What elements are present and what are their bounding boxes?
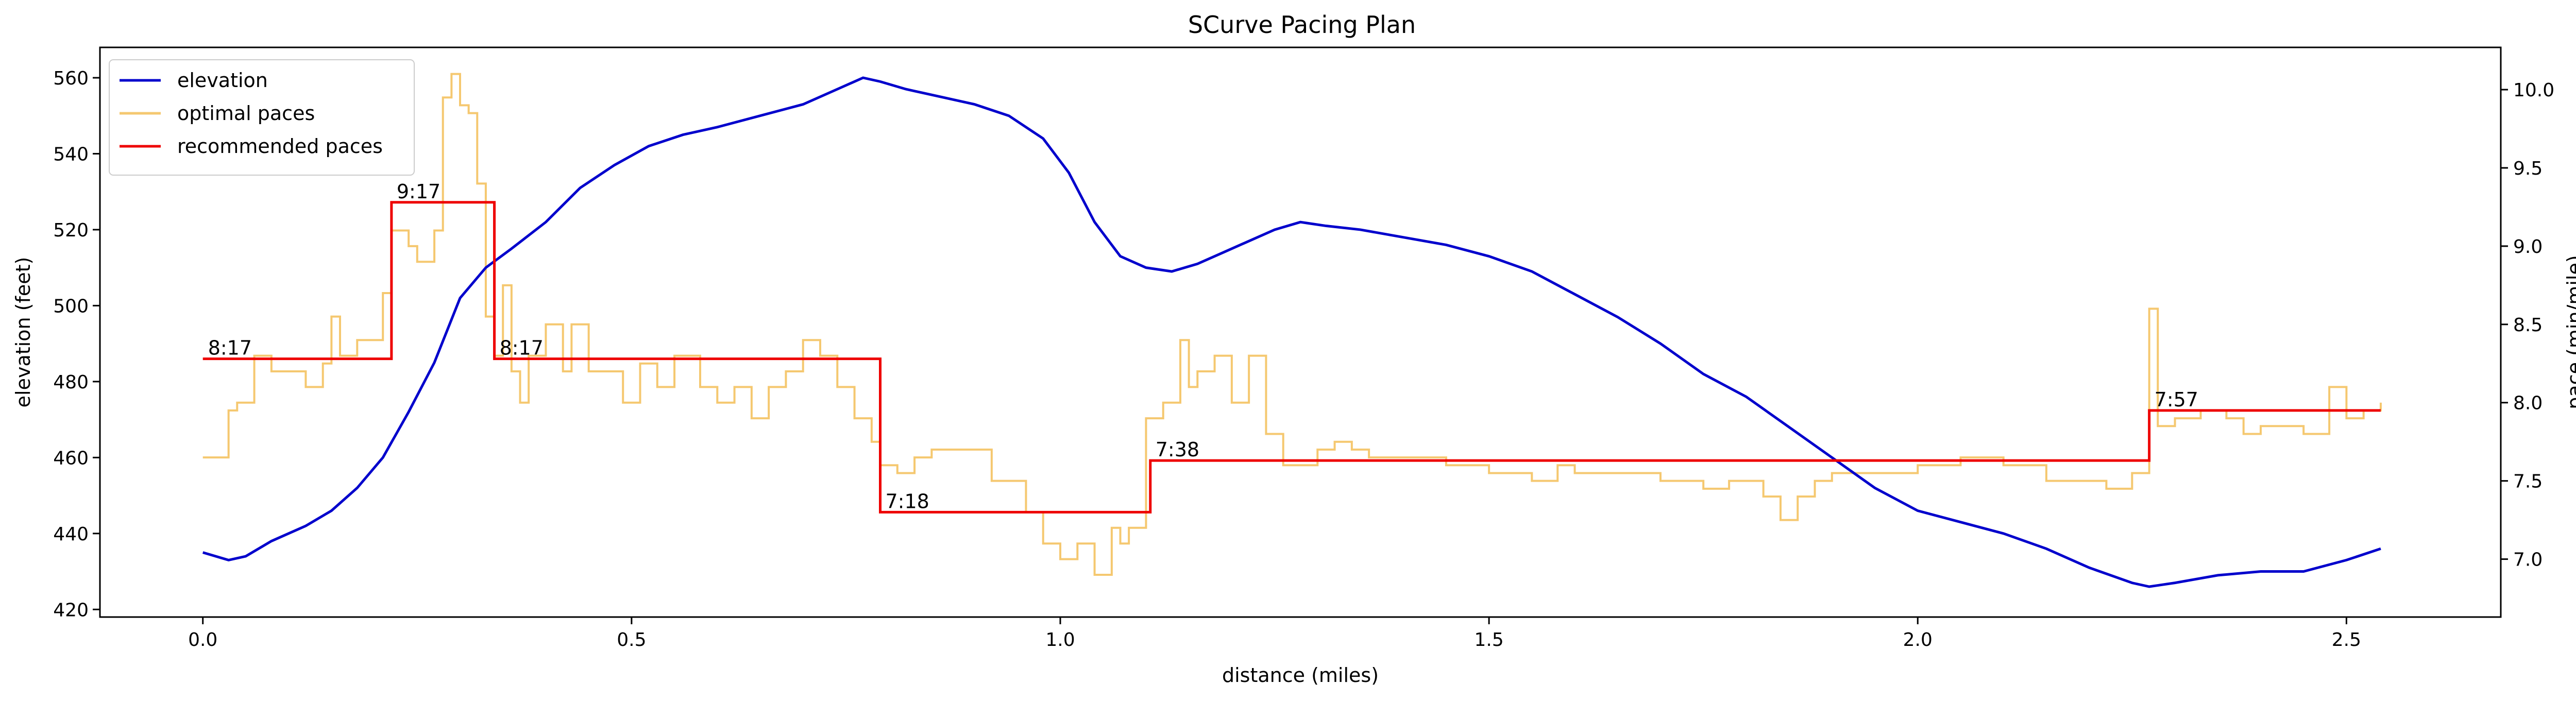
y-right-tick-label: 10.0 bbox=[2513, 80, 2554, 101]
pace-segment-label: 8:17 bbox=[500, 337, 544, 360]
plot-frame bbox=[99, 46, 2502, 618]
y-left-tick-label: 520 bbox=[53, 220, 89, 241]
y-right-tick-label: 8.0 bbox=[2513, 393, 2543, 414]
pace-segment-label: 9:17 bbox=[397, 180, 440, 203]
y-axis-left-label: elevation (feet) bbox=[12, 257, 35, 408]
optimal-paces-line bbox=[202, 73, 2382, 576]
x-tick-label: 0.5 bbox=[617, 629, 646, 651]
plot-area: 8:17 9:17 8:17 7:18 7:38 7:57 bbox=[99, 46, 2502, 618]
legend: elevation optimal paces recommended paces bbox=[109, 59, 415, 176]
y-left-tick-label: 500 bbox=[53, 296, 89, 317]
x-tick-label: 2.5 bbox=[2332, 629, 2361, 651]
x-tick-label: 1.5 bbox=[1475, 629, 1504, 651]
pace-segment-label: 7:38 bbox=[1156, 438, 1199, 461]
y-left-tick-label: 560 bbox=[53, 68, 89, 89]
y-left-tick-label: 460 bbox=[53, 448, 89, 469]
x-axis-label: distance (miles) bbox=[1222, 664, 1379, 687]
y-right-tick-label: 8.5 bbox=[2513, 315, 2543, 336]
pace-segment-label: 7:57 bbox=[2155, 388, 2198, 411]
y-right-tick-label: 7.5 bbox=[2513, 471, 2543, 492]
x-axis: 0.0 0.5 1.0 1.5 2.0 2.5 bbox=[188, 617, 2361, 651]
y-left-tick-label: 420 bbox=[53, 600, 89, 621]
elevation-line bbox=[202, 76, 2381, 588]
legend-entry: elevation bbox=[177, 69, 268, 92]
y-right-tick-label: 7.0 bbox=[2513, 550, 2543, 571]
y-right-tick-label: 9.0 bbox=[2513, 236, 2543, 258]
pace-segment-label: 7:18 bbox=[886, 490, 929, 512]
x-tick-label: 2.0 bbox=[1903, 629, 1933, 651]
y-left-tick-label: 480 bbox=[53, 372, 89, 393]
y-axis-right-label: pace (min/mile) bbox=[2563, 255, 2576, 409]
legend-entry: optimal paces bbox=[177, 102, 315, 125]
y-axis-right: 7.0 7.5 8.0 8.5 9.0 9.5 10.0 bbox=[2501, 80, 2554, 571]
y-left-tick-label: 540 bbox=[53, 144, 89, 165]
legend-entry: recommended paces bbox=[177, 135, 383, 158]
x-tick-label: 1.0 bbox=[1045, 629, 1075, 651]
x-tick-label: 0.0 bbox=[188, 629, 217, 651]
chart-title: SCurve Pacing Plan bbox=[1188, 11, 1416, 39]
y-axis-left: 420 440 460 480 500 520 540 560 bbox=[53, 68, 100, 621]
recommended-paces-line bbox=[202, 201, 2381, 514]
y-left-tick-label: 440 bbox=[53, 524, 89, 545]
legend-frame bbox=[109, 59, 415, 176]
y-right-tick-label: 9.5 bbox=[2513, 158, 2543, 179]
pace-segment-label: 8:17 bbox=[208, 337, 252, 360]
